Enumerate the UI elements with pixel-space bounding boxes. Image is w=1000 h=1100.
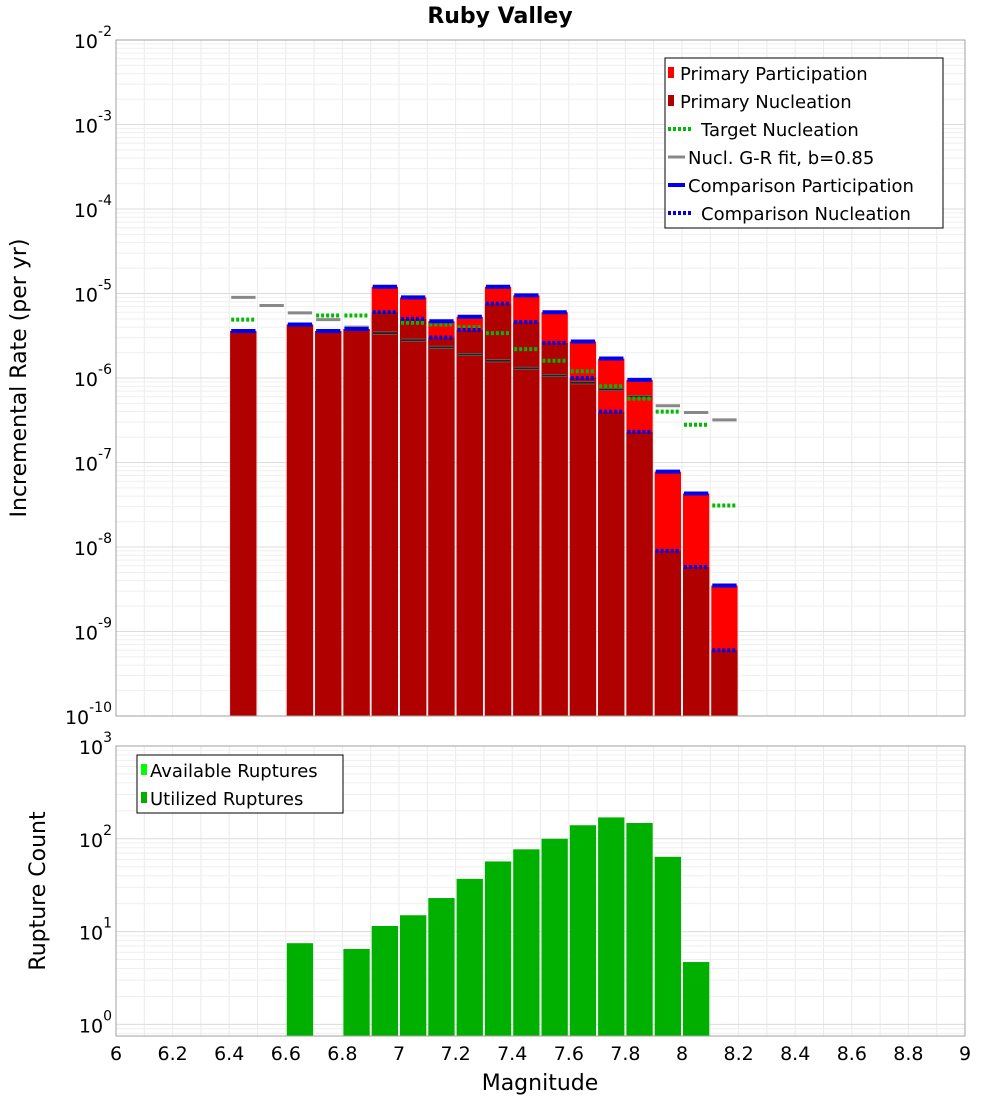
nucleation-bar: [315, 330, 342, 716]
y-tick-label: 101: [79, 916, 112, 945]
top-legend-box: [664, 57, 944, 229]
x-axis-label: Magnitude: [482, 1071, 599, 1096]
nucleation-bar: [541, 342, 568, 716]
legend-label-primary-participation: Primary Participation: [680, 64, 868, 85]
nucleation-bar: [711, 650, 738, 716]
nucleation-bar: [513, 321, 540, 716]
bottom-y-axis-label: Rupture Count: [26, 811, 51, 971]
top-y-axis-label: Incremental Rate (per yr): [7, 239, 32, 518]
x-tick-labels: 6 6.2 6.4 6.6 6.8 7 7.2 7.4 7.6 7.8 8 8.2 8.4 8.6 8.8 9: [110, 1043, 971, 1065]
nucleation-bar: [400, 318, 427, 716]
nucleation-bar: [569, 378, 597, 716]
top-y-tick-labels: 10-2 10-3 10-4 10-5 10-6 10-7 10-8 10-9 10-10: [65, 24, 112, 729]
top-bars: [230, 286, 738, 716]
x-tick-label: 7: [393, 1043, 405, 1065]
utilized-rupture-bar: [598, 817, 625, 1036]
utilized-rupture-bar: [456, 878, 483, 1036]
bottom-grid: [115, 745, 966, 1036]
y-tick-label: 10-7: [74, 447, 112, 476]
utilized-rupture-bar: [569, 825, 597, 1036]
x-tick-label: 6.6: [271, 1043, 301, 1065]
x-tick-label: 7.6: [554, 1043, 584, 1065]
legend-swatch-utilized-ruptures: [141, 792, 147, 803]
top-marks: [231, 284, 737, 653]
legend-label-gr-fit: Nucl. G-R fit, b=0.85: [688, 148, 874, 169]
utilized-rupture-bar: [343, 948, 370, 1036]
bottom-y-tick-labels: 103 102 101 100: [79, 730, 112, 1037]
x-tick-label: 8.6: [837, 1043, 867, 1065]
legend-label-comparison-nucleation: Comparison Nucleation: [701, 204, 911, 225]
y-tick-label: 102: [79, 823, 112, 852]
x-tick-label: 9: [959, 1043, 971, 1065]
legend-label-comparison-participation: Comparison Participation: [688, 176, 914, 197]
utilized-rupture-bar: [286, 943, 314, 1036]
top-plot-frame: [115, 39, 966, 717]
y-tick-label: 10-6: [74, 362, 112, 391]
x-tick-label: 6.4: [214, 1043, 244, 1065]
x-tick-label: 7.4: [497, 1043, 527, 1065]
utilized-rupture-bar: [371, 925, 398, 1036]
x-tick-label: 6.2: [157, 1043, 187, 1065]
nucleation-bar: [286, 324, 314, 716]
utilized-rupture-bar: [541, 838, 568, 1036]
utilized-rupture-bar: [513, 849, 540, 1036]
utilized-rupture-bar: [428, 898, 455, 1036]
y-tick-label: 10-5: [74, 278, 112, 307]
y-tick-label: 103: [79, 730, 112, 759]
bottom-plot-frame: [115, 745, 966, 1037]
y-tick-label: 10-8: [74, 531, 112, 560]
nucleation-bar: [371, 312, 398, 716]
bottom-bars: [286, 817, 710, 1036]
nucleation-bar: [654, 550, 681, 716]
bottom-legend: Available Ruptures Utilized Ruptures: [136, 754, 344, 814]
utilized-rupture-bar: [683, 962, 710, 1036]
nucleation-bar: [683, 566, 710, 716]
nucleation-bar: [598, 411, 625, 716]
nucleation-bar: [343, 329, 370, 716]
chart-title: Ruby Valley: [427, 4, 572, 29]
utilized-rupture-bar: [626, 823, 653, 1036]
nucleation-bar: [428, 337, 455, 716]
legend-swatch-primary-participation: [668, 67, 674, 78]
nucleation-bar: [484, 303, 512, 716]
legend-label-available-ruptures: Available Ruptures: [150, 761, 318, 782]
x-tick-label: 6: [110, 1043, 122, 1065]
nucleation-bar: [456, 329, 483, 716]
y-tick-label: 10-10: [65, 700, 112, 729]
nucleation-bar: [626, 431, 653, 716]
top-legend: Primary Participation Primary Nucleation…: [664, 57, 944, 229]
x-tick-label: 8: [676, 1043, 688, 1065]
x-tick-label: 7.8: [610, 1043, 640, 1065]
x-tick-label: 7.2: [440, 1043, 470, 1065]
y-tick-label: 10-9: [74, 616, 112, 645]
nucleation-bar: [230, 330, 257, 716]
legend-swatch-available-ruptures: [141, 764, 147, 775]
x-tick-label: 8.8: [893, 1043, 923, 1065]
legend-swatch-primary-nucleation: [668, 95, 674, 106]
legend-label-utilized-ruptures: Utilized Ruptures: [150, 789, 303, 810]
legend-label-primary-nucleation: Primary Nucleation: [680, 92, 852, 113]
legend-label-target-nucleation: Target Nucleation: [700, 120, 859, 141]
y-tick-label: 10-3: [74, 109, 112, 138]
bottom-legend-box: [136, 754, 344, 814]
y-tick-label: 10-4: [74, 193, 112, 222]
x-tick-label: 8.2: [723, 1043, 753, 1065]
utilized-rupture-bar: [654, 856, 681, 1036]
x-tick-label: 6.8: [327, 1043, 357, 1065]
y-tick-label: 10-2: [74, 24, 112, 53]
utilized-rupture-bar: [400, 915, 427, 1036]
y-tick-label: 100: [79, 1008, 112, 1037]
x-tick-label: 8.4: [780, 1043, 810, 1065]
utilized-rupture-bar: [484, 861, 512, 1036]
